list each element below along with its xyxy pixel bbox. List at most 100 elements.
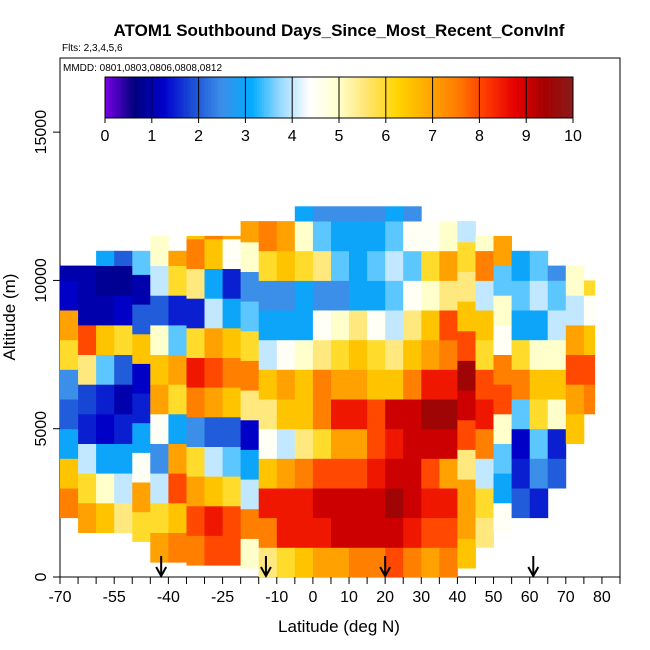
heatmap-cell [475, 517, 494, 548]
heatmap-cell [78, 324, 97, 355]
colorbar-swatch [186, 77, 190, 118]
colorbar-swatch [343, 77, 347, 118]
heatmap-cell [403, 547, 422, 578]
colorbar-swatch [128, 77, 132, 118]
colorbar-swatch [558, 77, 562, 118]
heatmap-cell [150, 384, 169, 415]
colorbar-swatch [142, 77, 146, 118]
colorbar-tick-label: 4 [288, 128, 297, 145]
heatmap-cell [96, 354, 115, 385]
x-tick-label: -40 [157, 589, 180, 606]
heatmap-cell [222, 357, 242, 388]
heatmap-cell [186, 505, 205, 536]
heatmap-cell [493, 295, 512, 326]
colorbar-tick-label: 10 [564, 128, 582, 145]
heatmap-cell [457, 301, 476, 332]
colorbar-swatch [123, 77, 127, 118]
colorbar-swatch [439, 77, 443, 118]
heatmap-cell [276, 547, 296, 578]
colorbar-swatch [254, 77, 258, 118]
colorbar-swatch [378, 77, 382, 118]
colorbar-swatch [526, 77, 529, 118]
heatmap-cell [529, 339, 549, 370]
colorbar-swatch [516, 77, 520, 118]
x-tick-label: -55 [103, 589, 126, 606]
heatmap-cell [222, 298, 242, 329]
heatmap-cell [186, 357, 205, 388]
heatmap-cell [60, 488, 79, 519]
heatmap-cell [186, 238, 205, 269]
colorbar-swatch [224, 77, 227, 118]
heatmap-cell [331, 339, 350, 370]
x-tick-label: -70 [48, 589, 71, 606]
colorbar-swatch [299, 77, 302, 118]
heatmap-cell [349, 399, 368, 430]
heatmap-cell [240, 241, 260, 272]
colorbar-swatch [404, 77, 408, 118]
colorbar-swatch [418, 77, 422, 118]
heatmap-cell [331, 517, 350, 548]
heatmap-cell [385, 369, 404, 400]
heatmap-cell [168, 443, 187, 474]
colorbar-swatch [547, 77, 550, 118]
colorbar-swatch [182, 77, 185, 118]
heatmap-cell [565, 265, 585, 296]
colorbar-swatch [540, 77, 543, 118]
heatmap-cell [475, 488, 494, 519]
x-tick-label: 30 [412, 589, 430, 606]
heatmap-cell [421, 458, 440, 489]
colorbar-swatch [355, 77, 359, 118]
heatmap-cell [240, 330, 260, 361]
colorbar-swatch [240, 77, 244, 118]
heatmap-cell [132, 452, 151, 483]
colorbar-swatch [329, 77, 333, 118]
heatmap-cell [439, 310, 458, 341]
heatmap-cell [258, 428, 278, 459]
heatmap-cell [294, 310, 314, 341]
heatmap-cell [367, 458, 386, 489]
colorbar-swatch [172, 77, 176, 118]
colorbar-swatch [119, 77, 122, 118]
colorbar-swatch [177, 77, 181, 118]
heatmap-cell [331, 547, 350, 578]
colorbar-tick-label: 8 [475, 128, 484, 145]
heatmap-cell [204, 416, 223, 447]
y-tick-label: 15000 [33, 110, 50, 155]
heatmap-cell [385, 517, 404, 548]
heatmap-cell [222, 476, 242, 507]
heatmap-cell [312, 310, 332, 341]
colorbar-swatch [315, 77, 319, 118]
colorbar-swatch [413, 77, 417, 118]
colorbar-swatch [491, 77, 494, 118]
heatmap-cell [475, 339, 494, 370]
colorbar-swatch [385, 77, 389, 118]
heatmap-cell [132, 333, 151, 364]
heatmap-cell [439, 488, 458, 519]
heatmap-cell [78, 502, 97, 533]
colorbar-swatch [477, 77, 480, 118]
heatmap-cell [186, 446, 205, 477]
heatmap-cell [529, 250, 549, 281]
heatmap-cell [294, 517, 314, 548]
colorbar-swatch [416, 77, 419, 118]
heatmap-cell [114, 265, 133, 296]
heatmap-cell [240, 419, 260, 450]
colorbar-swatch [374, 77, 377, 118]
heatmap-cell [294, 488, 314, 519]
colorbar-swatch [261, 77, 265, 118]
heatmap-cell [204, 387, 223, 418]
colorbar-swatch [388, 77, 391, 118]
heatmap-cell [150, 354, 169, 385]
heatmap-cell [312, 206, 332, 222]
heatmap-cell [547, 310, 567, 341]
colorbar-swatch [231, 77, 234, 118]
heatmap-cell [312, 488, 332, 519]
heatmap-cell [222, 446, 242, 477]
heatmap-cell [475, 310, 494, 341]
colorbar-swatch [523, 77, 527, 118]
heatmap-cell [204, 298, 223, 329]
heatmap-cell [312, 369, 332, 400]
colorbar-swatch [236, 77, 239, 118]
heatmap-cell [439, 339, 458, 370]
heatmap-cell [583, 354, 596, 385]
